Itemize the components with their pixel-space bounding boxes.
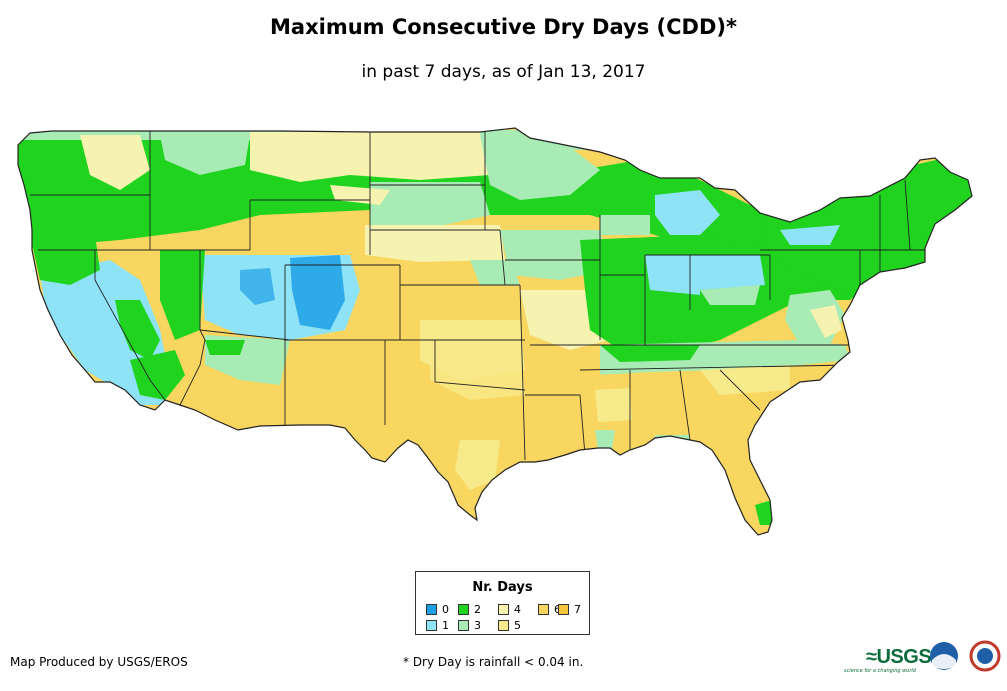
legend-label: 4 bbox=[514, 603, 521, 616]
legend-swatch bbox=[498, 604, 509, 615]
legend-label: 1 bbox=[442, 619, 449, 632]
legend-swatch bbox=[426, 604, 437, 615]
legend-swatch bbox=[426, 620, 437, 631]
legend: Nr. Days 0 1 2 3 4 5 67 bbox=[415, 571, 590, 635]
legend-swatch bbox=[498, 620, 509, 631]
legend-item-6: 6 bbox=[538, 604, 561, 615]
footnote-text: * Dry Day is rainfall < 0.04 in. bbox=[403, 655, 584, 669]
credit-text: Map Produced by USGS/EROS bbox=[10, 655, 188, 669]
legend-label: 0 bbox=[442, 603, 449, 616]
legend-label: 2 bbox=[474, 603, 481, 616]
map-subtitle: in past 7 days, as of Jan 13, 2017 bbox=[361, 62, 646, 82]
legend-swatch bbox=[458, 604, 469, 615]
legend-label: 3 bbox=[474, 619, 481, 632]
agency-logos: ≈USGS science for a changing world bbox=[842, 638, 1002, 678]
legend-item-2: 2 bbox=[458, 604, 481, 615]
map-title: Maximum Consecutive Dry Days (CDD)* bbox=[270, 15, 737, 39]
legend-item-7: 7 bbox=[558, 604, 581, 615]
legend-item-0: 0 bbox=[426, 604, 449, 615]
legend-item-1: 1 bbox=[426, 620, 449, 631]
legend-label: 7 bbox=[574, 603, 581, 616]
legend-label: 6 bbox=[554, 603, 561, 616]
usgs-logo: ≈USGS bbox=[866, 646, 932, 668]
legend-label: 5 bbox=[514, 619, 521, 632]
usgs-tagline: science for a changing world bbox=[844, 668, 916, 674]
legend-swatch bbox=[458, 620, 469, 631]
legend-item-3: 3 bbox=[458, 620, 481, 631]
us-cdd-map bbox=[17, 127, 973, 536]
legend-title: Nr. Days bbox=[472, 580, 533, 595]
legend-item-4: 4 bbox=[498, 604, 521, 615]
logo-emblems bbox=[930, 640, 1001, 672]
legend-swatch bbox=[538, 604, 549, 615]
state-borders bbox=[30, 131, 925, 461]
legend-swatch bbox=[558, 604, 569, 615]
legend-item-5: 5 bbox=[498, 620, 521, 631]
